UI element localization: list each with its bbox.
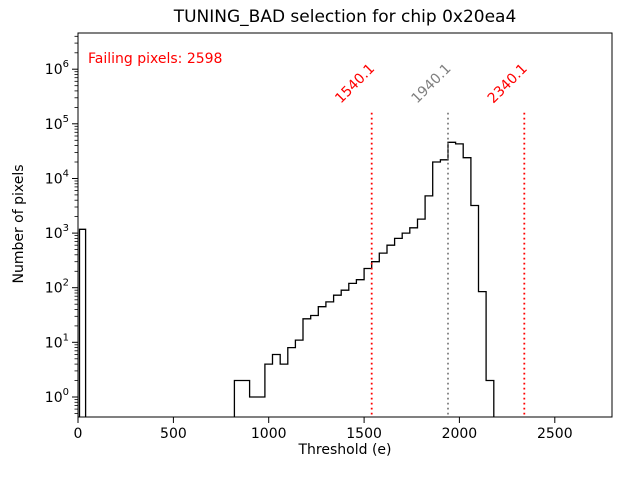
- y-tick-label: 100: [45, 387, 69, 406]
- x-tick-label: 2500: [537, 426, 573, 442]
- y-tick-label: 106: [45, 59, 69, 78]
- vline-label: 1940.1: [409, 61, 455, 107]
- y-axis-title: Number of pixels: [11, 164, 27, 284]
- y-tick-label: 104: [45, 169, 69, 188]
- failing-pixels-annotation: Failing pixels: 2598: [88, 51, 223, 67]
- axes-box: [77, 32, 613, 418]
- y-tick-label: 102: [45, 278, 69, 297]
- histogram-step-line: [233, 141, 495, 417]
- x-tick-label: 500: [160, 426, 187, 442]
- x-tick-label: 1000: [251, 426, 287, 442]
- x-tick-label: 0: [74, 426, 83, 442]
- vline-label: 2340.1: [485, 61, 531, 107]
- x-tick-label: 1500: [346, 426, 382, 442]
- vline-label: 1540.1: [332, 61, 378, 107]
- y-tick-label: 103: [45, 223, 69, 242]
- y-tick-label: 101: [45, 332, 69, 351]
- x-axis-title: Threshold (e): [298, 442, 392, 458]
- x-tick-label: 2000: [442, 426, 478, 442]
- histogram-step-line: [78, 228, 87, 417]
- y-tick-label: 105: [45, 114, 69, 133]
- chart-title: TUNING_BAD selection for chip 0x20ea4: [173, 7, 517, 27]
